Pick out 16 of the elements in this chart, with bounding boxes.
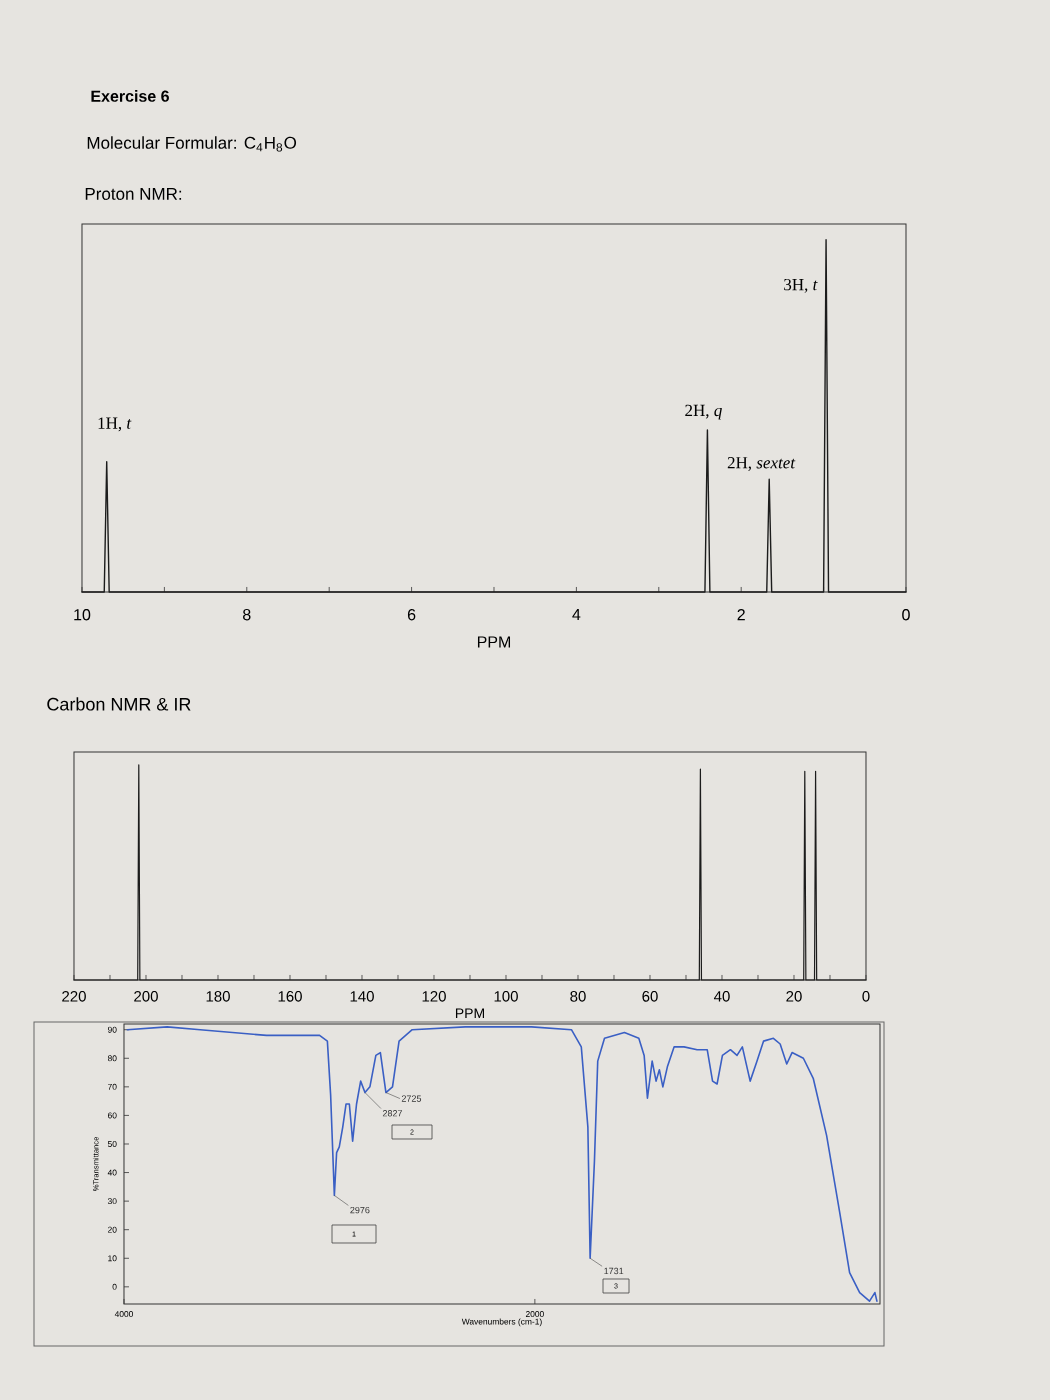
x-axis-title: PPM	[477, 636, 511, 648]
annotation: 1H, t	[98, 417, 132, 432]
x-tick-label: 2	[737, 609, 745, 621]
x-tick-label: 10	[74, 609, 91, 621]
x-tick-label: 4	[572, 609, 581, 621]
annotation: 3H, t	[784, 278, 818, 293]
line-series	[126, 1026, 878, 1302]
x-tick-label: 8	[243, 609, 251, 621]
chart-title: Carbon NMR & IR	[47, 697, 191, 711]
x-tick-label: 6	[407, 609, 416, 621]
text: Proton NMR:	[85, 188, 182, 200]
annotation: 2H, sextet	[727, 457, 796, 471]
annotation: 2H, q	[685, 404, 722, 420]
chart-subtitle: Molecular Formular: C$_{4}$H$_{8}$O	[87, 136, 297, 152]
x-tick-label: 0	[902, 609, 910, 621]
chart-title: Exercise 6	[91, 90, 169, 102]
